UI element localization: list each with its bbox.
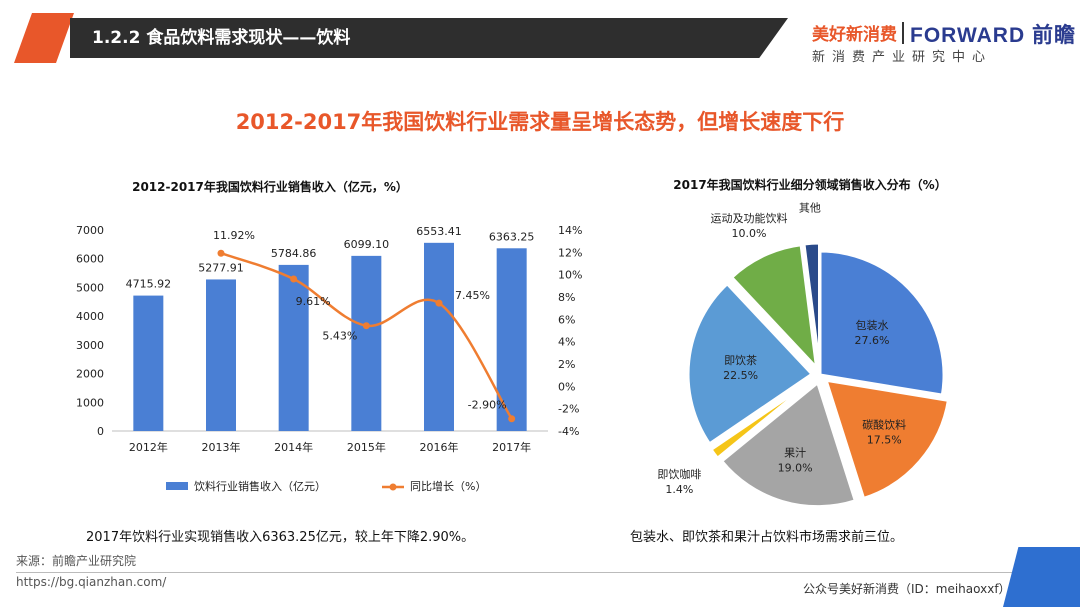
left-caption: 2017年饮料行业实现销售收入6363.25亿元，较上年下降2.90%。 (86, 530, 475, 545)
pie-slice-name: 果汁 (784, 447, 806, 460)
y2-tick-label: 6% (558, 313, 575, 326)
pie-slice-value: 19.0% (778, 462, 813, 475)
brand-subtitle: 新消费产业研究中心 (812, 50, 993, 65)
bar-data-label: 4715.92 (126, 278, 172, 291)
y-tick-label: 3000 (76, 339, 104, 352)
pie-slice (818, 249, 946, 397)
growth-marker (508, 415, 516, 423)
pie-slice-value: 1.4% (665, 483, 693, 496)
pie-chart-title: 2017年我国饮料行业细分领域销售收入分布（%） (673, 178, 947, 192)
growth-marker (362, 322, 370, 330)
y-tick-label: 1000 (76, 396, 104, 409)
bar-data-label: 5277.91 (198, 261, 244, 274)
bar-data-label: 6099.10 (344, 238, 390, 251)
pie-slice-name: 其他 (799, 202, 821, 215)
y2-tick-label: 10% (558, 269, 582, 282)
bar-data-label: 6553.41 (416, 225, 462, 238)
slide-title: 2012-2017年我国饮料行业需求量呈增长态势，但增长速度下行 (235, 110, 845, 134)
y2-tick-label: 14% (558, 224, 582, 237)
pie-slice (802, 241, 821, 368)
bar-chart-title: 2012-2017年我国饮料行业销售收入（亿元，%） (132, 180, 408, 194)
y2-tick-label: 12% (558, 246, 582, 259)
pie-slice (686, 281, 815, 446)
legend-line-marker (389, 483, 397, 491)
legend-bar-label: 饮料行业销售收入（亿元） (194, 479, 326, 493)
source-url[interactable]: https://bg.qianzhan.com/ (16, 575, 167, 589)
bar (133, 295, 164, 431)
line-data-label: 11.92% (213, 229, 255, 242)
brand-logo-en: FORWARD 前瞻 (910, 24, 1076, 47)
pie-slice-value: 22.5% (723, 369, 758, 382)
x-tick-label: 2017年 (492, 440, 531, 454)
wechat-note: 公众号美好新消费（ID：meihaoxxf） (803, 582, 1011, 596)
y-tick-label: 2000 (76, 368, 104, 381)
growth-marker (435, 299, 443, 307)
pie-slice-name: 运动及功能饮料 (711, 211, 788, 225)
y-tick-label: 0 (97, 425, 104, 438)
pie-slice-name: 碳酸饮料 (862, 418, 906, 432)
brand-logo-cn: 美好新消费 (812, 25, 897, 45)
legend-bar-swatch (166, 482, 188, 490)
source-note: 来源：前瞻产业研究院 (16, 554, 137, 568)
growth-marker (290, 275, 298, 283)
pie-slice-value: 17.5% (867, 434, 902, 447)
line-data-label: 7.45% (455, 289, 490, 302)
pie-slice (708, 378, 815, 461)
x-tick-label: 2016年 (420, 440, 459, 454)
y2-tick-label: 2% (558, 358, 575, 371)
pie-slice-name: 即饮咖啡 (657, 467, 701, 481)
corner-decoration (1003, 547, 1080, 607)
x-tick-label: 2012年 (129, 440, 168, 454)
section-title: 1.2.2 食品饮料需求现状——饮料 (92, 28, 351, 48)
pie-slice-value: 10.0% (732, 227, 767, 240)
combo-chart: 0 1000 2000 3000 4000 5000 6000 7000 -4% -2% 0% 2% 4… (76, 224, 582, 493)
growth-marker (217, 249, 225, 257)
y2-tick-label: 0% (558, 380, 575, 393)
y2-tick-label: 8% (558, 291, 575, 304)
line-data-label: 9.61% (296, 295, 331, 308)
y-tick-label: 7000 (76, 224, 104, 237)
y-tick-label: 4000 (76, 310, 104, 323)
pie-slice-name: 包装水 (855, 319, 888, 332)
pie-slice-name: 即饮茶 (724, 354, 757, 367)
growth-line (220, 252, 513, 420)
y2-tick-label: 4% (558, 336, 575, 349)
pie-slice (823, 378, 951, 501)
bar (278, 264, 309, 431)
pie-slice-value: 27.6% (855, 334, 890, 347)
bar-data-label: 5784.86 (271, 247, 317, 260)
footer-divider (16, 572, 1080, 573)
header-bar (70, 18, 788, 58)
y-tick-label: 5000 (76, 281, 104, 294)
pie-chart: 包装水 27.6% 碳酸饮料 17.5% 果汁 19.0% 即饮咖啡 1.4% 即饮茶 22.5%… (657, 202, 951, 509)
x-tick-label: 2013年 (202, 440, 241, 454)
bar (424, 242, 454, 431)
x-tick-label: 2014年 (274, 440, 313, 454)
line-data-label: 5.43% (322, 330, 357, 343)
pie-slice (729, 243, 819, 373)
bar-data-label: 6363.25 (489, 230, 535, 243)
y2-tick-label: -4% (558, 425, 579, 438)
header-accent-shape (14, 13, 74, 63)
line-data-label: -2.90% (468, 399, 507, 412)
y2-tick-label: -2% (558, 403, 579, 416)
bar (206, 279, 236, 431)
y-tick-label: 6000 (76, 253, 104, 266)
x-tick-label: 2015年 (347, 440, 386, 454)
bar (351, 255, 382, 431)
logo-divider (902, 22, 904, 44)
right-caption: 包装水、即饮茶和果汁占饮料市场需求前三位。 (630, 530, 904, 545)
legend-line-label: 同比增长（%） (410, 479, 486, 493)
pie-slice (719, 380, 858, 509)
